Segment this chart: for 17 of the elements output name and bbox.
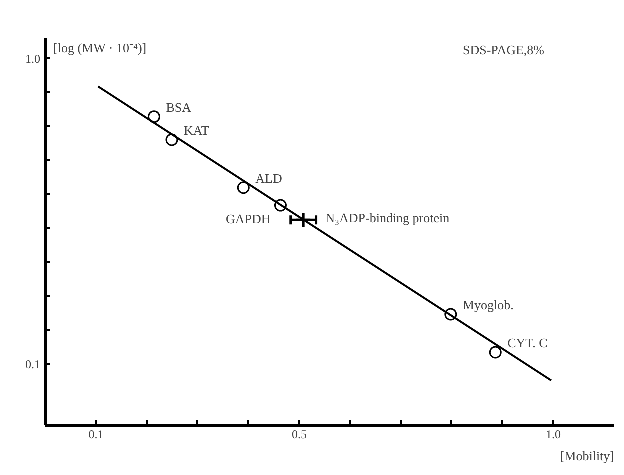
x-tick-label: 0.5 bbox=[292, 428, 308, 442]
x-tick-label: 1.0 bbox=[546, 428, 562, 442]
annotation: Myoglob. bbox=[462, 297, 514, 312]
y-axis-title: [log (MW · 10⁻⁴)] bbox=[54, 40, 147, 56]
annotation: CYT. C bbox=[508, 336, 548, 351]
point bbox=[237, 182, 250, 194]
annotation: KAT bbox=[184, 123, 210, 138]
annotation: GAPDH bbox=[226, 212, 271, 227]
annotation: SDS-PAGE,8% bbox=[462, 42, 545, 58]
annotation: BSA bbox=[166, 100, 192, 115]
point bbox=[295, 212, 312, 228]
point bbox=[148, 110, 160, 124]
x-tick-label: 0.1 bbox=[88, 428, 104, 442]
annotation: N₃ADP-binding protein bbox=[326, 210, 450, 226]
x-axis-title: [Mobility] bbox=[560, 448, 615, 464]
annotation: ALD bbox=[256, 170, 282, 186]
point bbox=[489, 346, 502, 359]
